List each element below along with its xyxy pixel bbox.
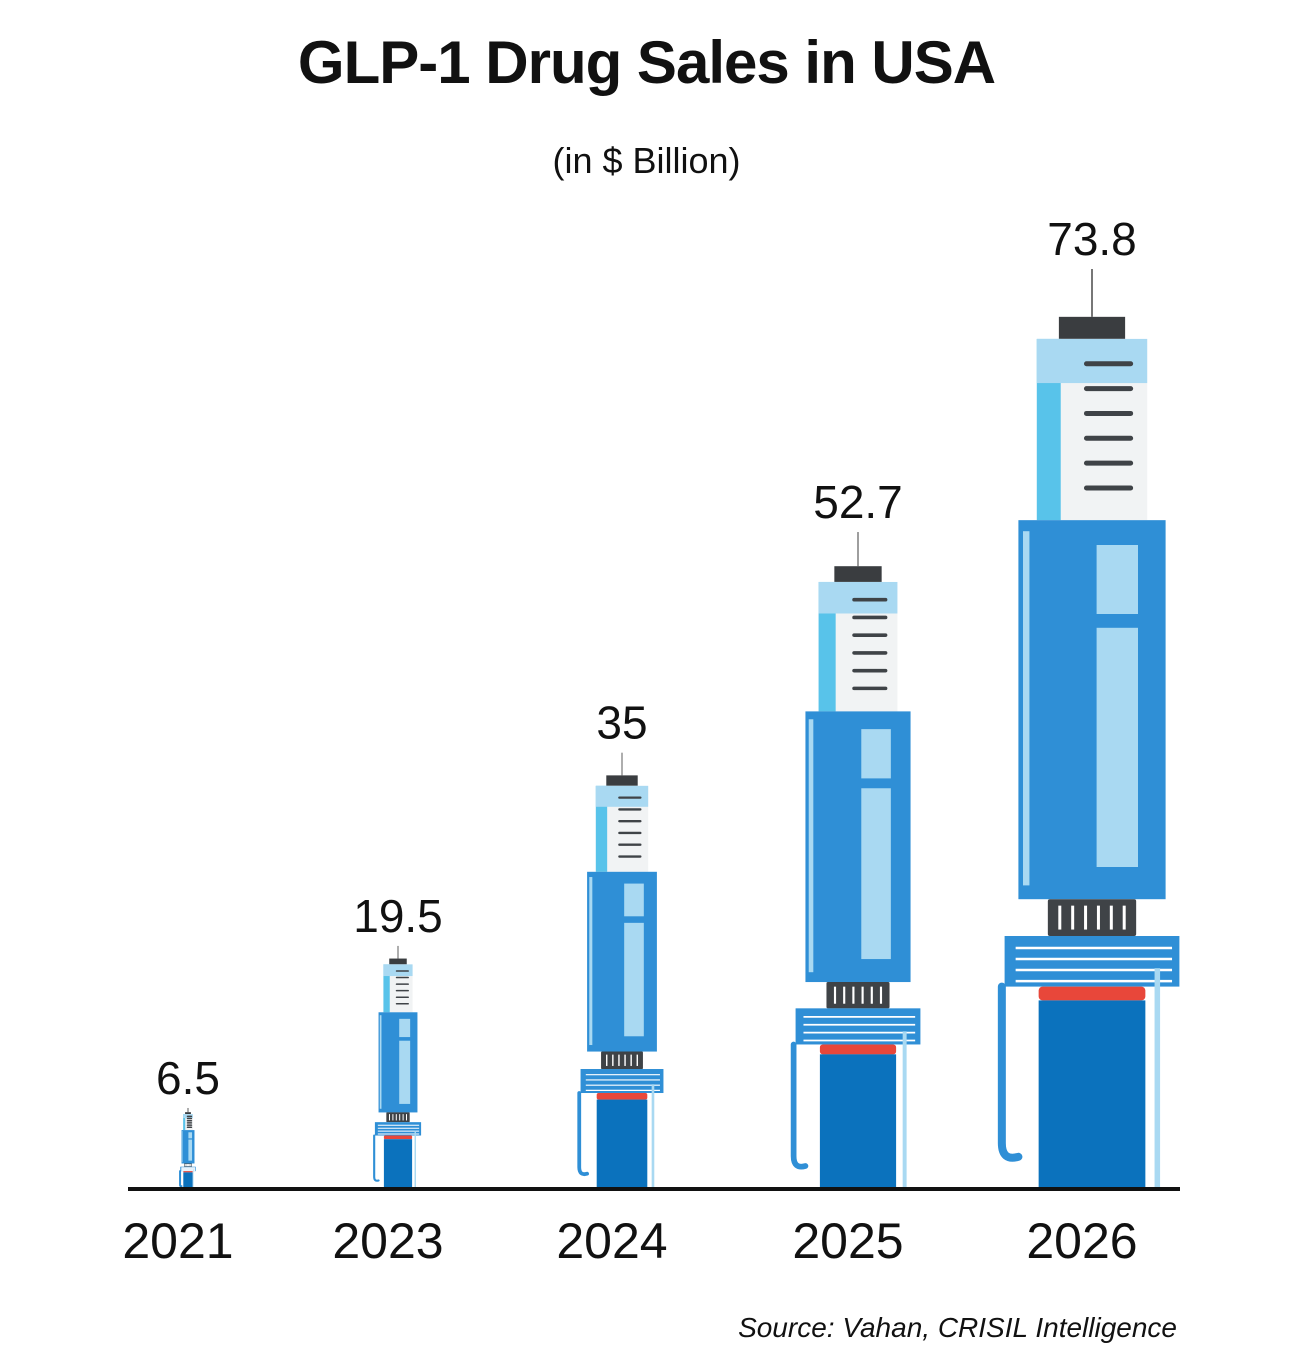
pen-clip [997, 982, 1023, 1162]
data-label: 19.5 [353, 890, 443, 942]
pen-barrel [383, 1139, 413, 1189]
pen-button [383, 1135, 413, 1140]
pen-tip [606, 775, 638, 786]
pen-label-window [624, 883, 644, 917]
pen-clip [577, 1091, 589, 1177]
pen-body-stripe [181, 1131, 183, 1163]
pen-grip [795, 1008, 921, 1045]
chart-subtitle: (in $ Billion) [552, 140, 741, 181]
x-tick-label: 2025 [792, 1213, 903, 1269]
pen-grip [374, 1122, 422, 1136]
bar-pen [997, 269, 1180, 1189]
pen-tip [185, 1112, 191, 1115]
data-label: 35 [596, 697, 647, 749]
pen-tip [389, 958, 407, 965]
pen-label-window [1096, 627, 1138, 867]
pen-barrel [819, 1054, 897, 1189]
pen-shadow [1154, 968, 1161, 1189]
pen-cartridge-edge [383, 964, 390, 1013]
pen-dose-dial [826, 982, 890, 1009]
data-label: 73.8 [1047, 213, 1137, 265]
pen-body-stripe [379, 1015, 382, 1109]
pen-label-window [1096, 545, 1138, 614]
pen-shadow [902, 1031, 907, 1189]
pen-cartridge-edge [1036, 338, 1061, 521]
pen-button [596, 1093, 648, 1100]
pen-shadow [651, 1084, 655, 1189]
pen-button [1038, 986, 1146, 1001]
pen-body-stripe [589, 877, 593, 1046]
pen-barrel [183, 1172, 193, 1189]
pen-label-window [861, 729, 891, 779]
pen-label-window [399, 1018, 411, 1038]
pen-dose-dial [601, 1051, 643, 1070]
pen-body [378, 1012, 418, 1113]
pen-tip [834, 566, 882, 582]
data-label: 52.7 [813, 476, 903, 528]
pen-button [819, 1044, 897, 1055]
x-tick-label: 2024 [556, 1213, 667, 1269]
pen-label-window [861, 788, 891, 960]
pen-cartridge-edge [818, 581, 836, 712]
pen-label-window [188, 1139, 193, 1161]
pen-tip [1058, 316, 1126, 339]
data-label: 6.5 [156, 1052, 220, 1104]
pen-dose-dial [1047, 899, 1137, 936]
x-tick-label: 2021 [122, 1213, 233, 1269]
bar-pen [179, 1107, 196, 1189]
pen-body [1018, 520, 1166, 900]
x-tick-label: 2026 [1026, 1213, 1137, 1269]
pen-body [805, 711, 911, 983]
bar-pen [577, 752, 664, 1189]
pen-button [183, 1171, 193, 1173]
pen-cartridge-top [818, 581, 898, 614]
bar-pen [373, 945, 422, 1189]
pen-dose-dial [386, 1112, 410, 1123]
pen-label-window [188, 1132, 193, 1139]
pen-body [181, 1130, 195, 1164]
pen-shadow [414, 1130, 416, 1189]
pen-clip [373, 1134, 380, 1182]
x-tick-label: 2023 [332, 1213, 443, 1269]
chart-title: GLP-1 Drug Sales in USA [297, 29, 996, 96]
pen-grip [1004, 936, 1180, 987]
pen-barrel [1038, 1000, 1146, 1189]
pen-label-window [399, 1040, 411, 1104]
pen-clip [790, 1041, 809, 1170]
pen-grip [580, 1069, 664, 1094]
pen-cartridge [183, 1114, 193, 1131]
source-note: Source: Vahan, CRISIL Intelligence [738, 1312, 1177, 1343]
pen-cartridge-edge [595, 785, 608, 872]
pen-body-stripe [1023, 531, 1030, 886]
pen-cartridge-edge [183, 1114, 186, 1131]
pen-cartridge-top [595, 785, 649, 807]
bar-pen [790, 532, 921, 1189]
pen-cartridge-top [1036, 338, 1148, 384]
pen-body [587, 871, 657, 1052]
pen-barrel [596, 1099, 648, 1189]
pen-body-stripe [808, 719, 814, 973]
pen-label-window [624, 922, 644, 1037]
pen-clip [179, 1170, 183, 1188]
